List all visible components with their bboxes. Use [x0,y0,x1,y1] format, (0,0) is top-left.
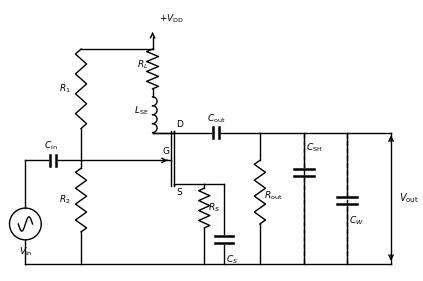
Text: $C_{\rm SH}$: $C_{\rm SH}$ [305,142,322,155]
Text: $R_{\rm out}$: $R_{\rm out}$ [264,190,283,202]
Text: $R_2$: $R_2$ [59,194,71,206]
Text: $C_{\rm out}$: $C_{\rm out}$ [207,112,225,124]
Text: $C_S$: $C_S$ [226,254,238,266]
Text: $C_{\rm in}$: $C_{\rm in}$ [44,140,58,152]
Text: S: S [176,188,182,197]
Text: $R_S$: $R_S$ [208,202,220,214]
Text: $R_1$: $R_1$ [59,83,71,95]
Text: $+V_{\rm DD}$: $+V_{\rm DD}$ [159,13,184,25]
Text: $V_{\rm in}$: $V_{\rm in}$ [19,246,32,258]
Text: $V_{\rm out}$: $V_{\rm out}$ [399,191,419,205]
Text: G: G [163,148,170,157]
Text: D: D [176,120,183,129]
Text: $R_L$: $R_L$ [137,59,148,71]
Text: $L_{\rm SE}$: $L_{\rm SE}$ [134,105,148,117]
Text: $C_W$: $C_W$ [349,214,364,226]
